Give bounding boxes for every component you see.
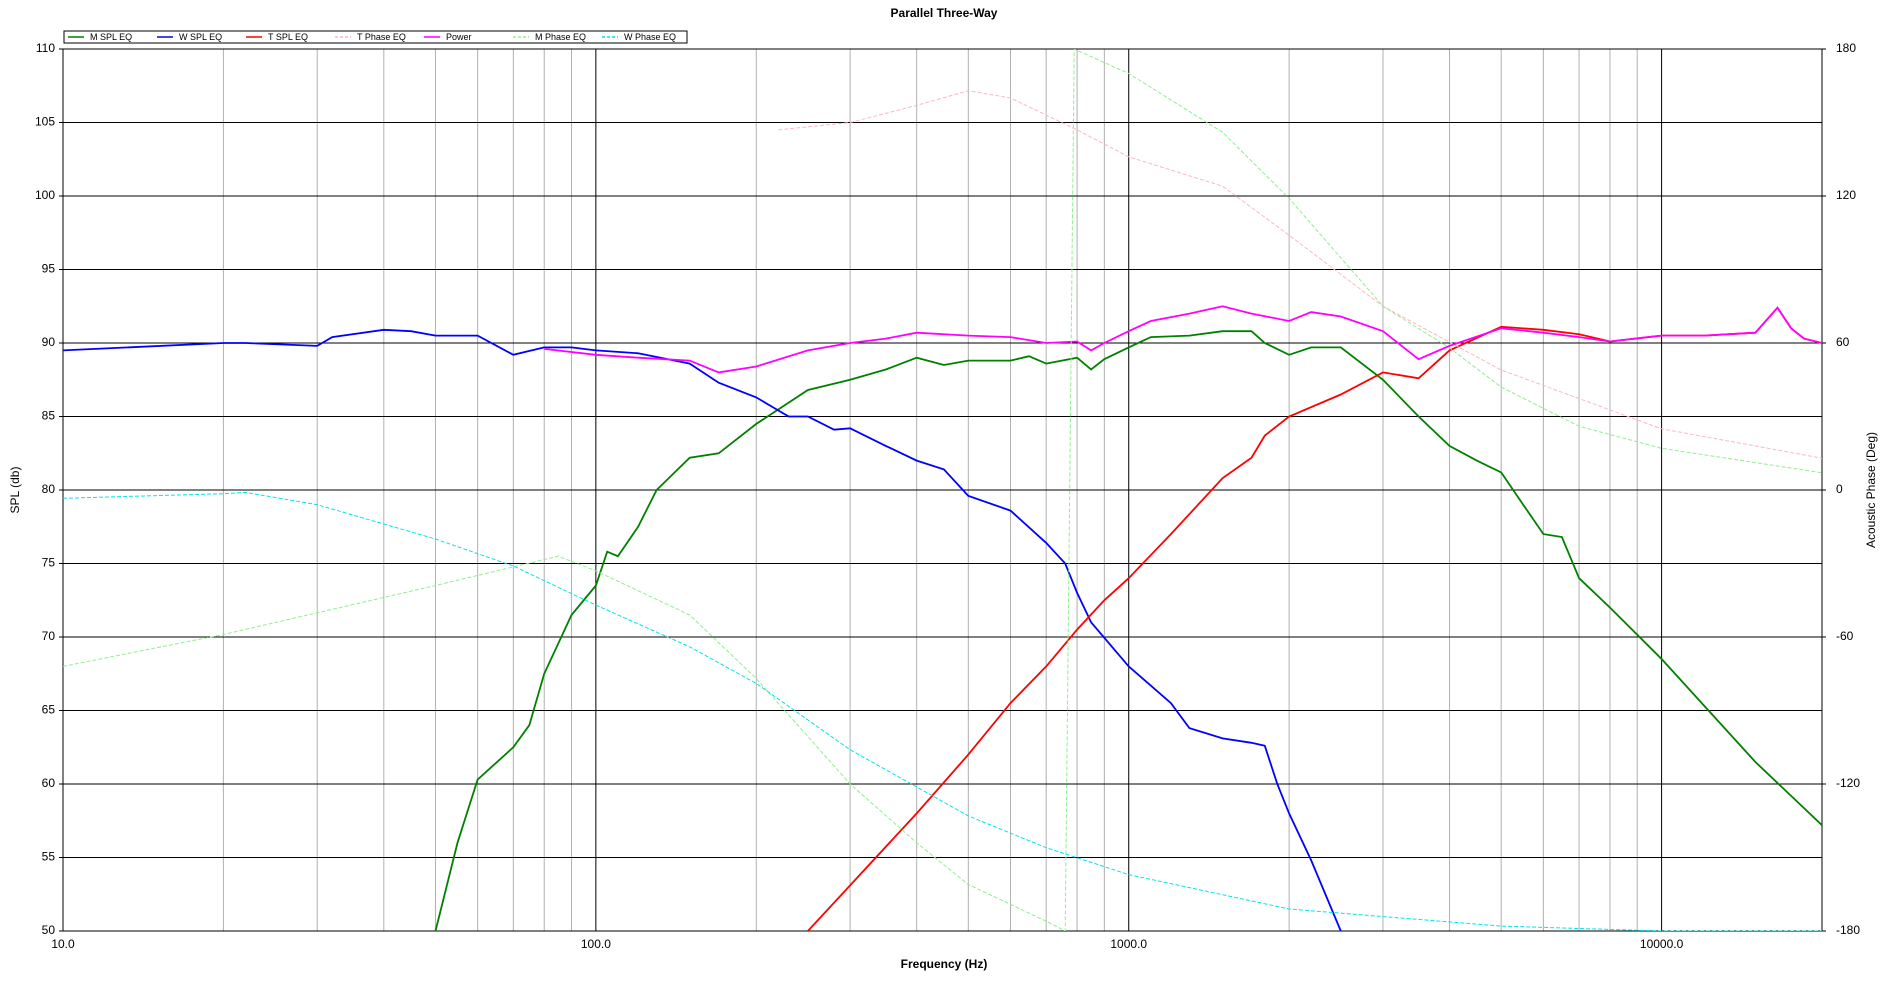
y-tick-label: 95: [42, 262, 56, 276]
y-tick-label: 60: [42, 776, 56, 790]
legend-label: M Phase EQ: [535, 32, 586, 42]
y-tick-label: 50: [42, 923, 56, 937]
x-tick-label: 100.0: [581, 937, 611, 951]
legend-label: W SPL EQ: [179, 32, 222, 42]
legend-label: T Phase EQ: [357, 32, 406, 42]
y-tick-label: 70: [42, 629, 56, 643]
series-line: [544, 305, 1822, 374]
x-axis-title: Frequency (Hz): [901, 957, 988, 971]
y-tick-label: 80: [42, 482, 56, 496]
y2-tick-label: 60: [1836, 335, 1850, 349]
legend-label: W Phase EQ: [624, 32, 676, 42]
y-tick-label: 75: [42, 556, 56, 570]
x-tick-label: 10.0: [51, 937, 75, 951]
legend-label: Power: [446, 32, 472, 42]
y-tick-label: 55: [42, 850, 56, 864]
y-tick-label: 85: [42, 409, 56, 423]
y2-tick-label: -180: [1836, 923, 1860, 937]
y-tick-label: 90: [42, 335, 56, 349]
y-tick-label: 65: [42, 703, 56, 717]
legend-box: [63, 30, 688, 44]
y-tick-label: 110: [36, 41, 55, 55]
series-line: [434, 330, 1822, 931]
series-line: [63, 328, 1342, 931]
series-line: [778, 90, 1822, 459]
y2-tick-label: 0: [1836, 482, 1843, 496]
series-line: [63, 491, 1822, 931]
legend-label: T SPL EQ: [268, 32, 308, 42]
y-tick-label: 100: [35, 188, 55, 202]
series-line: [63, 49, 1822, 931]
y2-tick-label: 180: [1836, 41, 1856, 55]
y2-tick-label: 120: [1836, 188, 1856, 202]
y2-tick-label: -120: [1836, 776, 1860, 790]
y2-axis-title: Acoustic Phase (Deg): [1864, 432, 1878, 548]
chart-title: Parallel Three-Way: [891, 6, 998, 20]
x-tick-label: 1000.0: [1110, 937, 1147, 951]
legend-label: M SPL EQ: [90, 32, 132, 42]
y-tick-label: 105: [35, 115, 55, 129]
plot-frame: [62, 48, 1823, 932]
y-axis-title: SPL (db): [8, 467, 22, 514]
y2-tick-label: -60: [1836, 629, 1854, 643]
x-tick-label: 10000.0: [1640, 937, 1684, 951]
